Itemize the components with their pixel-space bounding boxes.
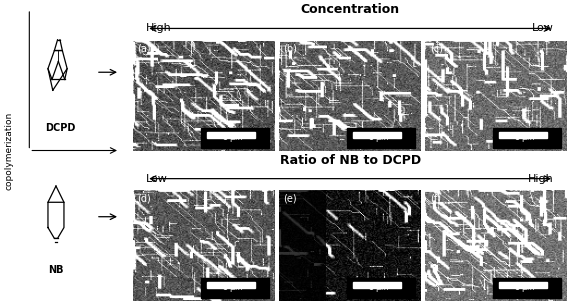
Bar	[499, 282, 547, 288]
Text: Low: Low	[532, 23, 554, 33]
Text: High: High	[146, 23, 172, 33]
Text: (d): (d)	[137, 194, 151, 204]
Text: 1 μm: 1 μm	[515, 283, 534, 292]
Text: (f): (f)	[430, 194, 441, 204]
Text: (a): (a)	[137, 44, 151, 54]
Bar	[353, 282, 401, 288]
Bar	[201, 128, 269, 148]
Bar	[201, 278, 269, 298]
Bar	[348, 278, 415, 298]
Text: Ratio of NB to DCPD: Ratio of NB to DCPD	[280, 154, 421, 167]
Text: (b): (b)	[284, 44, 298, 54]
Bar	[353, 132, 401, 138]
Text: High: High	[528, 174, 554, 184]
Text: (e): (e)	[284, 194, 297, 204]
Bar	[348, 128, 415, 148]
Text: 1 μm: 1 μm	[369, 133, 388, 142]
Text: 1 μm: 1 μm	[369, 283, 388, 292]
Text: NB: NB	[48, 265, 64, 275]
Bar	[493, 278, 561, 298]
Text: 1 μm: 1 μm	[515, 133, 534, 142]
Bar	[207, 132, 255, 138]
Text: (c): (c)	[430, 44, 443, 54]
Bar	[207, 282, 255, 288]
Bar	[493, 128, 561, 148]
Text: 1 μm: 1 μm	[223, 133, 242, 142]
Text: copolymerization: copolymerization	[5, 111, 14, 190]
Text: Low: Low	[146, 174, 168, 184]
Text: Concentration: Concentration	[301, 3, 400, 16]
Bar	[499, 132, 547, 138]
Text: 1 μm: 1 μm	[223, 283, 242, 292]
Text: DCPD: DCPD	[45, 123, 75, 133]
